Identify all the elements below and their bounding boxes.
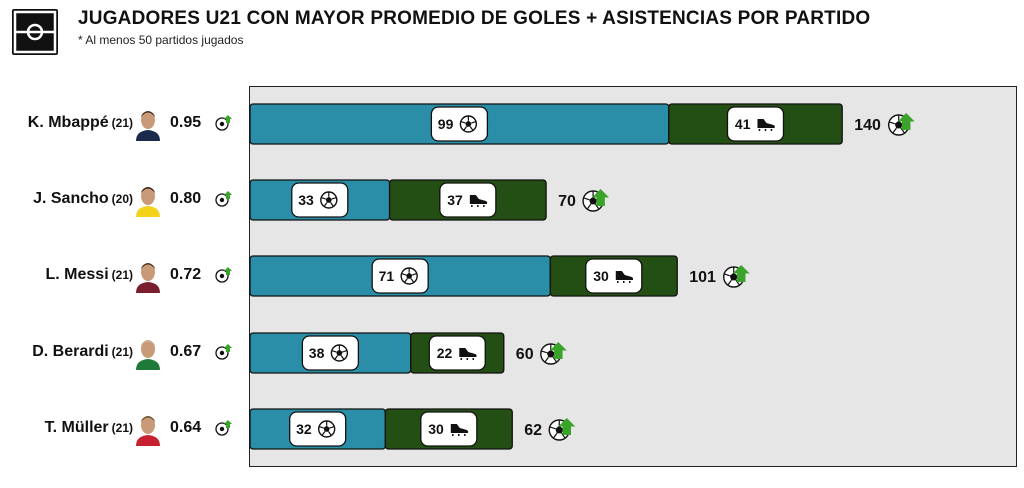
player-row: D. Berardi (21) 0.67 xyxy=(0,333,245,373)
player-avatar xyxy=(134,336,162,370)
assists-chip: 37 xyxy=(439,182,497,218)
average-value: 0.95 xyxy=(170,114,202,131)
assists-value: 37 xyxy=(447,192,463,208)
player-name: T. Müller (21) xyxy=(45,419,133,437)
player-name-text: T. Müller xyxy=(44,419,109,436)
player-name-text: L. Messi xyxy=(45,266,109,283)
assists-chip: 41 xyxy=(726,106,785,142)
ball-arrow-up-icon xyxy=(213,265,233,285)
ball-arrow-up-icon xyxy=(213,113,233,133)
average-value: 0.67 xyxy=(170,343,202,360)
ball-arrow-up-icon xyxy=(582,189,610,212)
total-value: 140 xyxy=(854,117,881,134)
average-value: 0.80 xyxy=(170,190,202,207)
player-age: (21) xyxy=(111,268,133,282)
average-value: 0.64 xyxy=(170,419,202,436)
goals-chip: 71 xyxy=(371,258,429,294)
goals-value: 71 xyxy=(379,268,395,284)
goals-chip: 38 xyxy=(301,335,360,371)
goals-chip: 99 xyxy=(430,106,489,142)
player-age: (20) xyxy=(111,192,133,206)
player-row: K. Mbappé (21) 0.95 xyxy=(0,104,245,144)
ball-arrow-up-icon xyxy=(213,418,233,438)
player-name: L. Messi (21) xyxy=(46,266,133,284)
total-value: 101 xyxy=(689,269,716,286)
assists-chip: 30 xyxy=(420,411,478,447)
ball-arrow-up-icon xyxy=(548,418,576,441)
player-avatar xyxy=(134,259,162,293)
assists-value: 30 xyxy=(428,421,444,437)
goals-chip: 32 xyxy=(289,411,347,447)
ball-arrow-up-icon xyxy=(213,189,233,209)
ball-arrow-up-icon xyxy=(888,113,915,136)
player-name: K. Mbappé (21) xyxy=(28,114,133,132)
player-row: L. Messi (21) 0.72 xyxy=(0,256,245,296)
player-row: T. Müller (21) 0.64 xyxy=(0,409,245,449)
boot-icon xyxy=(757,119,775,131)
goals-chip: 33 xyxy=(291,182,349,218)
assists-value: 30 xyxy=(593,268,609,284)
total-value: 70 xyxy=(558,193,576,210)
soccer-ball-icon xyxy=(459,115,478,133)
boot-icon xyxy=(615,271,634,283)
average-value: 0.72 xyxy=(170,266,202,283)
player-name-text: D. Berardi xyxy=(32,343,109,360)
soccer-ball-icon xyxy=(330,344,349,362)
player-avatar xyxy=(134,412,162,446)
boot-icon xyxy=(450,424,469,436)
player-age: (21) xyxy=(111,421,133,435)
ball-arrow-up-icon xyxy=(213,342,233,362)
player-name: D. Berardi (21) xyxy=(32,343,133,361)
player-age: (21) xyxy=(111,116,133,130)
chart-title: JUGADORES U21 CON MAYOR PROMEDIO DE GOLE… xyxy=(78,8,871,29)
player-avatar xyxy=(134,183,162,217)
soccer-ball-icon xyxy=(400,267,418,285)
total-value: 60 xyxy=(516,346,534,363)
boot-icon xyxy=(469,195,488,207)
player-row: J. Sancho (20) 0.80 xyxy=(0,180,245,220)
assists-chip: 30 xyxy=(585,258,643,294)
total-value: 62 xyxy=(524,422,542,439)
goals-value: 38 xyxy=(309,345,325,361)
assists-value: 41 xyxy=(735,116,751,132)
chart-subtitle: * Al menos 50 partidos jugados xyxy=(78,33,244,47)
player-avatar xyxy=(134,107,162,141)
ball-arrow-up-icon xyxy=(723,265,750,288)
boot-icon xyxy=(459,348,477,360)
ball-arrow-up-icon xyxy=(540,342,567,365)
soccer-ball-icon xyxy=(317,420,336,438)
goals-value: 32 xyxy=(296,421,312,437)
soccer-ball-icon xyxy=(320,191,338,209)
goals-value: 33 xyxy=(298,192,314,208)
assists-value: 22 xyxy=(437,345,453,361)
player-name-text: K. Mbappé xyxy=(27,114,109,131)
player-name: J. Sancho (20) xyxy=(33,190,133,208)
goals-value: 99 xyxy=(438,116,454,132)
player-name-text: J. Sancho xyxy=(33,190,109,207)
player-age: (21) xyxy=(111,345,133,359)
assists-chip: 22 xyxy=(428,335,486,371)
field-logo-icon xyxy=(12,9,58,55)
